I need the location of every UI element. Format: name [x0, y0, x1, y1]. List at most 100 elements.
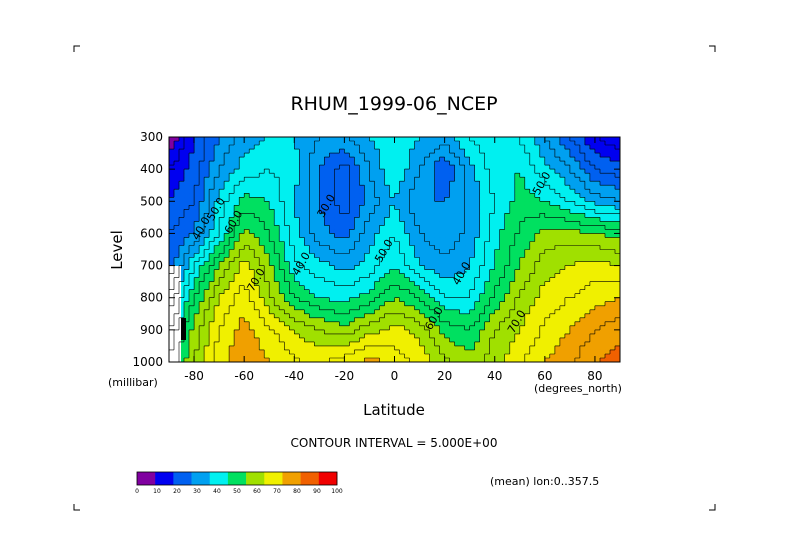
heatmap-cell [569, 201, 576, 206]
heatmap-cell [479, 341, 486, 347]
heatmap-cell [514, 137, 521, 142]
heatmap-cell [519, 149, 526, 154]
heatmap-cell [374, 301, 381, 307]
heatmap-cell [524, 337, 531, 343]
heatmap-cell [234, 297, 240, 303]
heatmap-cell [334, 269, 340, 275]
heatmap-cell [509, 245, 516, 251]
heatmap-cell [314, 141, 320, 146]
heatmap-cell [529, 241, 536, 247]
heatmap-cell [354, 161, 361, 166]
heatmap-cell [339, 357, 345, 362]
heatmap-cell [219, 257, 225, 263]
heatmap-cell [359, 217, 366, 222]
heatmap-cell [389, 353, 396, 359]
heatmap-cell [269, 137, 275, 142]
heatmap-cell [189, 161, 195, 166]
heatmap-cell [329, 317, 335, 323]
heatmap-cell [574, 297, 581, 303]
heatmap-cell [484, 309, 491, 315]
heatmap-cell [459, 177, 466, 182]
heatmap-cell [494, 161, 501, 166]
heatmap-cell [354, 157, 361, 162]
heatmap-cell [374, 321, 381, 327]
heatmap-cell [559, 197, 566, 202]
heatmap-cell [279, 265, 285, 271]
heatmap-cell [469, 197, 476, 202]
heatmap-cell [559, 317, 566, 323]
heatmap-cell [569, 353, 576, 359]
heatmap-cell [394, 329, 401, 335]
heatmap-cell [334, 209, 340, 214]
heatmap-cell [364, 233, 371, 239]
heatmap-cell [349, 189, 356, 194]
heatmap-cell [199, 337, 205, 343]
heatmap-cell [364, 305, 371, 311]
heatmap-cell [379, 289, 386, 295]
heatmap-cell [494, 265, 501, 271]
heatmap-cell [364, 301, 371, 307]
heatmap-cell [264, 253, 270, 259]
heatmap-cell [564, 245, 571, 251]
heatmap-cell [289, 341, 295, 347]
heatmap-cell [484, 293, 491, 299]
heatmap-cell [184, 285, 190, 291]
heatmap-cell [449, 333, 456, 339]
heatmap-cell [394, 289, 401, 295]
heatmap-cell [339, 161, 345, 166]
heatmap-cell [454, 237, 461, 243]
heatmap-cell [489, 321, 496, 327]
heatmap-cell [594, 209, 601, 214]
heatmap-cell [334, 325, 340, 331]
heatmap-cell [404, 197, 411, 202]
heatmap-cell [584, 293, 591, 299]
heatmap-cell [524, 217, 531, 222]
heatmap-cell [354, 165, 361, 170]
heatmap-cell [524, 137, 531, 142]
heatmap-cell [514, 209, 521, 214]
heatmap-cell [399, 329, 406, 335]
heatmap-cell [274, 161, 280, 166]
heatmap-cell [564, 277, 571, 283]
heatmap-cell [234, 253, 240, 259]
heatmap-cell [529, 217, 536, 222]
heatmap-cell [284, 353, 290, 359]
heatmap-cell [249, 277, 255, 283]
heatmap-cell [444, 241, 451, 247]
heatmap-cell [429, 349, 436, 355]
heatmap-cell [404, 333, 411, 339]
heatmap-cell [309, 145, 315, 150]
heatmap-cell [209, 265, 215, 271]
heatmap-cell [604, 297, 611, 303]
heatmap-cell [179, 309, 185, 315]
heatmap-cell [479, 329, 486, 335]
heatmap-cell [584, 297, 591, 303]
heatmap-cell [569, 297, 576, 303]
heatmap-cell [459, 341, 466, 347]
heatmap-cell [434, 353, 441, 359]
heatmap-cell [489, 157, 496, 162]
heatmap-cell [574, 213, 581, 218]
heatmap-cell [559, 297, 566, 303]
heatmap-cell [294, 349, 300, 355]
heatmap-cell [279, 145, 285, 150]
heatmap-cell [359, 261, 366, 267]
heatmap-cell [289, 201, 295, 206]
heatmap-cell [254, 165, 260, 170]
heatmap-cell [384, 317, 391, 323]
heatmap-cell [539, 165, 546, 170]
heatmap-cell [389, 297, 396, 303]
heatmap-cell [509, 313, 516, 319]
heatmap-cell [259, 357, 265, 362]
heatmap-cell [514, 257, 521, 263]
heatmap-cell [479, 273, 486, 279]
heatmap-cell [304, 173, 310, 178]
heatmap-cell [469, 301, 476, 307]
heatmap-cell [284, 237, 290, 243]
heatmap-cell [399, 281, 406, 287]
heatmap-cell [374, 217, 381, 222]
heatmap-cell [179, 265, 185, 271]
heatmap-cell [474, 229, 481, 235]
heatmap-cell [484, 329, 491, 335]
heatmap-cell [189, 333, 195, 339]
